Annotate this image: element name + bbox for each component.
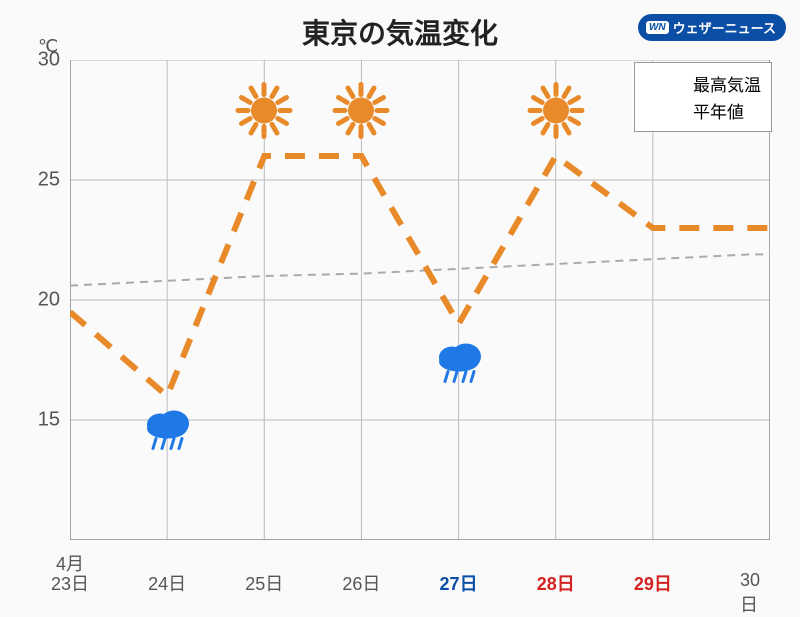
x-axis-labels: 23日24日25日26日27日28日29日30日	[70, 570, 770, 594]
x-tick-label: 26日	[342, 570, 380, 596]
rain-icon	[142, 407, 192, 458]
brand-label: ウェザーニュース	[673, 18, 776, 37]
y-tick-label: 15	[20, 409, 60, 432]
rain-icon	[434, 339, 484, 390]
chart-container: 東京の気温変化 WN ウェザーニュース ℃ 15202530 最高気温 平年値 …	[0, 0, 800, 600]
legend-label-series1: 最高気温	[693, 71, 761, 96]
x-tick-label: 25日	[245, 570, 283, 596]
legend-label-series2: 平年値	[693, 98, 744, 123]
sun-icon	[331, 80, 391, 145]
y-tick-label: 30	[20, 49, 60, 72]
chart-title: 東京の気温変化	[302, 12, 498, 52]
plot-area	[70, 60, 770, 540]
y-tick-label: 20	[20, 289, 60, 312]
y-axis-labels: 15202530	[20, 60, 60, 540]
x-tick-label: 24日	[148, 570, 186, 596]
sun-icon	[234, 80, 294, 145]
y-tick-label: 25	[20, 169, 60, 192]
x-tick-label: 23日	[51, 570, 89, 596]
sun-icon	[526, 80, 586, 145]
legend-row-series1: 最高気温	[645, 71, 761, 96]
legend: 最高気温 平年値	[634, 62, 772, 132]
x-tick-label: 30日	[740, 570, 760, 617]
x-tick-label: 28日	[537, 570, 575, 596]
x-tick-label: 27日	[440, 570, 478, 596]
legend-row-series2: 平年値	[645, 98, 761, 123]
brand-badge: WN ウェザーニュース	[638, 14, 786, 41]
x-tick-label: 29日	[634, 570, 672, 596]
brand-wn: WN	[646, 21, 669, 34]
